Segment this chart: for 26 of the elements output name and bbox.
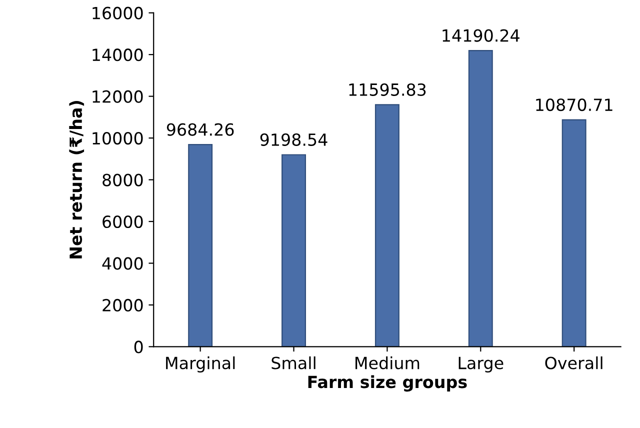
bar — [562, 119, 586, 347]
data-label: 14190.24 — [442, 29, 520, 42]
y-tick-label: 2000 — [102, 298, 143, 312]
x-tick-label: Small — [272, 356, 316, 370]
y-tick-label: 8000 — [102, 174, 143, 186]
bar — [374, 104, 400, 347]
y-tick-label: 0 — [134, 340, 143, 354]
data-label: 9684.26 — [166, 123, 234, 136]
x-tick-label: Overall — [545, 356, 602, 370]
y-tick-label: 6000 — [102, 215, 143, 228]
x-tick-label: Medium — [356, 356, 420, 370]
bar — [282, 154, 306, 347]
x-tick-label: Large — [458, 356, 504, 373]
x-tick-label: Marginal — [166, 356, 235, 373]
bar — [188, 144, 213, 347]
x-axis-title: Farm size groups — [308, 375, 467, 392]
data-label: 9198.54 — [260, 133, 328, 146]
data-label: 11595.83 — [349, 83, 426, 96]
y-tick-label: 12000 — [92, 90, 143, 103]
y-tick-label: 14000 — [92, 48, 143, 62]
y-axis-title: Net return (₹/ha) — [69, 101, 84, 258]
data-label: 10870.71 — [536, 98, 612, 112]
y-tick-label: 10000 — [92, 132, 143, 145]
y-tick-label: 4000 — [102, 257, 143, 270]
y-tick-label: 16000 — [92, 6, 143, 20]
bar — [468, 50, 493, 347]
